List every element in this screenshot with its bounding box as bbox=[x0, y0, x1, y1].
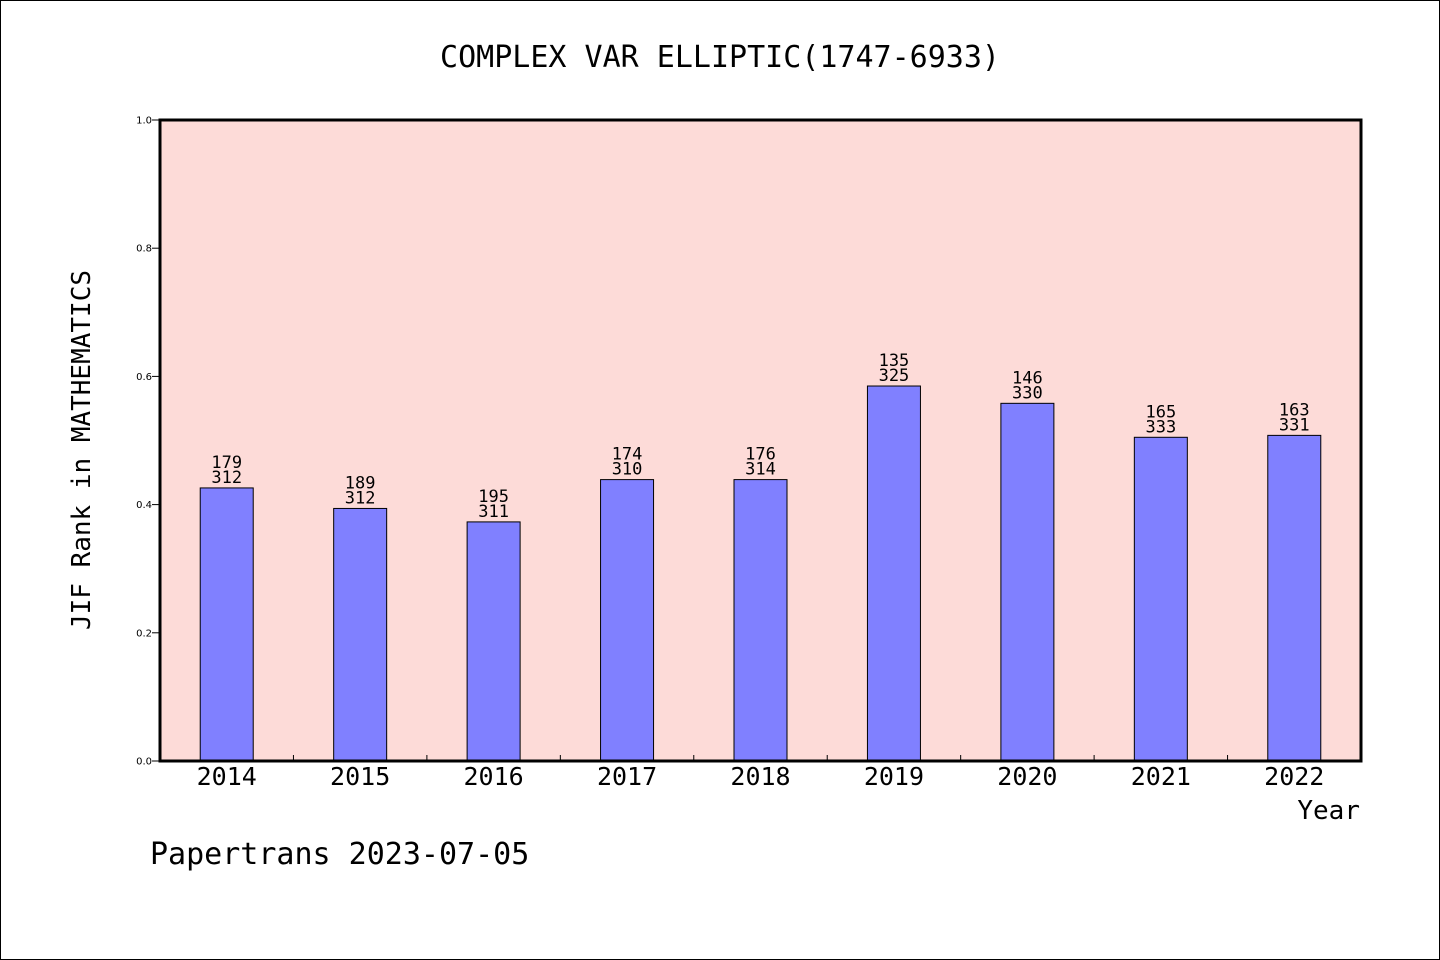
y-axis-ticks: 0.0 0.2 0.4 0.6 0.8 1.0 bbox=[136, 116, 160, 768]
bar-2020 bbox=[1000, 402, 1055, 762]
bar-total-label: 312 bbox=[345, 488, 376, 508]
x-tick-label: 2016 bbox=[464, 762, 524, 791]
bar-total-label: 330 bbox=[1012, 383, 1043, 403]
bar-rank-label: 135 bbox=[879, 351, 910, 371]
x-tick-label: 2017 bbox=[597, 762, 657, 791]
bar-2015 bbox=[333, 507, 388, 762]
bar-2019 bbox=[866, 385, 921, 762]
y-tick-label: 0.6 bbox=[136, 372, 152, 383]
bar-total-label: 310 bbox=[612, 460, 643, 480]
bar-total-label: 331 bbox=[1279, 415, 1310, 435]
bar-rank-label: 189 bbox=[345, 473, 376, 493]
bar-rank-label: 176 bbox=[745, 445, 776, 465]
bar-rank-label: 179 bbox=[211, 453, 242, 473]
bar-2016 bbox=[466, 521, 521, 762]
bar-rank-label: 195 bbox=[478, 487, 509, 507]
plot-border bbox=[158, 118, 1363, 763]
y-tick-label: 0.4 bbox=[136, 500, 152, 511]
bar-2021 bbox=[1133, 436, 1188, 762]
y-tick-label: 0.0 bbox=[136, 757, 152, 768]
bar-rank-label: 174 bbox=[612, 445, 643, 465]
bar-total-label: 325 bbox=[879, 366, 910, 386]
bar-total-label: 311 bbox=[478, 502, 509, 522]
x-tick-label: 2015 bbox=[330, 762, 390, 791]
y-tick-label: 1.0 bbox=[136, 116, 152, 127]
bar-rank-label: 165 bbox=[1145, 402, 1176, 422]
bar-total-label: 314 bbox=[745, 460, 776, 480]
chart-title: COMPLEX VAR ELLIPTIC(1747-6933) bbox=[440, 40, 1000, 75]
bar-rank-label: 163 bbox=[1279, 400, 1310, 420]
x-axis-label: Year bbox=[1297, 796, 1360, 826]
bar-2018 bbox=[733, 479, 788, 762]
x-axis-ticks: 2014 2015 2016 2017 2018 2019 2020 2021 2022 bbox=[197, 755, 1324, 791]
bar-rank-label: 146 bbox=[1012, 368, 1043, 388]
bar-total-label: 312 bbox=[211, 468, 242, 488]
bars bbox=[199, 385, 1322, 762]
x-tick-label: 2018 bbox=[730, 762, 790, 791]
x-tick-label: 2019 bbox=[864, 762, 924, 791]
y-tick-label: 0.2 bbox=[136, 628, 152, 639]
bar-2014 bbox=[199, 487, 254, 762]
x-tick-label: 2014 bbox=[197, 762, 257, 791]
bar-2017 bbox=[600, 479, 655, 762]
bar-2022 bbox=[1267, 434, 1322, 762]
bar-total-label: 333 bbox=[1145, 417, 1176, 437]
y-tick-label: 0.8 bbox=[136, 244, 152, 255]
y-axis-label: JIF Rank in MATHEMATICS bbox=[67, 270, 97, 630]
x-tick-label: 2022 bbox=[1264, 762, 1324, 791]
footer-source-date: Papertrans 2023-07-05 bbox=[150, 837, 529, 872]
x-tick-label: 2021 bbox=[1131, 762, 1191, 791]
x-tick-label: 2020 bbox=[997, 762, 1057, 791]
